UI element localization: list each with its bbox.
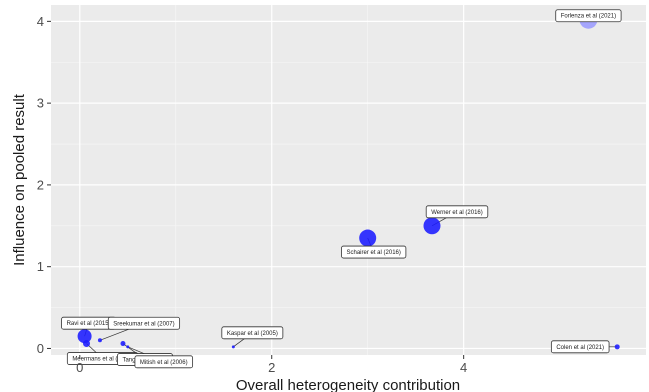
study-label-text: Mitish et al (2006): [140, 360, 188, 366]
study-label-box: [550, 340, 610, 354]
grid-lines: [51, 5, 646, 355]
study-label: Mitish et al (2006): [134, 355, 194, 369]
study-label-box: [107, 316, 181, 330]
study-label-text: Ravi et al (2015): [67, 321, 111, 327]
x-tick-label: 0: [76, 360, 83, 375]
study-label-text: Kaspar et al (2005): [227, 331, 278, 337]
y-tick-label: 3: [37, 96, 44, 111]
study-label-text: Sreekumar et al (2007): [113, 321, 174, 327]
study-label-box: [555, 9, 622, 23]
study-label: Ravi et al (2015): [61, 316, 117, 330]
study-label-box: [425, 205, 489, 219]
y-tick-label: 4: [37, 14, 44, 29]
data-point: [126, 345, 130, 349]
study-label-text: Schairer et al (2016): [347, 250, 401, 256]
study-label: Kaspar et al (2005): [221, 326, 284, 340]
data-point: [423, 217, 441, 235]
y-tick-label: 0: [37, 341, 44, 356]
study-label: Sreekumar et al (2007): [107, 316, 181, 330]
data-point: [77, 329, 92, 344]
study-label-box: [134, 355, 194, 369]
study-label-box: [341, 245, 407, 259]
y-tick-label: 1: [37, 259, 44, 274]
x-tick-label: 4: [460, 360, 467, 375]
data-point: [231, 345, 235, 349]
study-label: Schairer et al (2016): [341, 245, 407, 259]
data-point: [120, 341, 126, 347]
study-label: Colen et al (2021): [550, 340, 610, 354]
study-label-text: Meermans et al (2012): [72, 357, 132, 363]
study-label-box: [221, 326, 284, 340]
x-axis-title: Overall heterogeneity contribution: [236, 377, 460, 392]
data-point: [83, 340, 91, 348]
data-point: [97, 338, 102, 343]
study-label: Werner et al (2016): [425, 205, 489, 219]
data-point: [359, 229, 377, 247]
plot-panel: [51, 5, 646, 355]
study-label-text: Colen et al (2021): [556, 345, 604, 351]
study-label-text: Werner et al (2016): [431, 210, 483, 216]
study-labels: Forlenza et al (2021) Werner et al (2016)…: [61, 9, 622, 369]
study-label-text: Forlenza et al (2021): [561, 14, 616, 20]
y-tick-label: 2: [37, 177, 44, 192]
x-tick-label: 2: [268, 360, 275, 375]
axis-ticks: 0 2 4 0 1 2 3 4: [37, 14, 468, 375]
study-label: Forlenza et al (2021): [555, 9, 622, 23]
data-point: [614, 344, 620, 350]
y-axis-title: Influence on pooled result: [11, 93, 28, 266]
